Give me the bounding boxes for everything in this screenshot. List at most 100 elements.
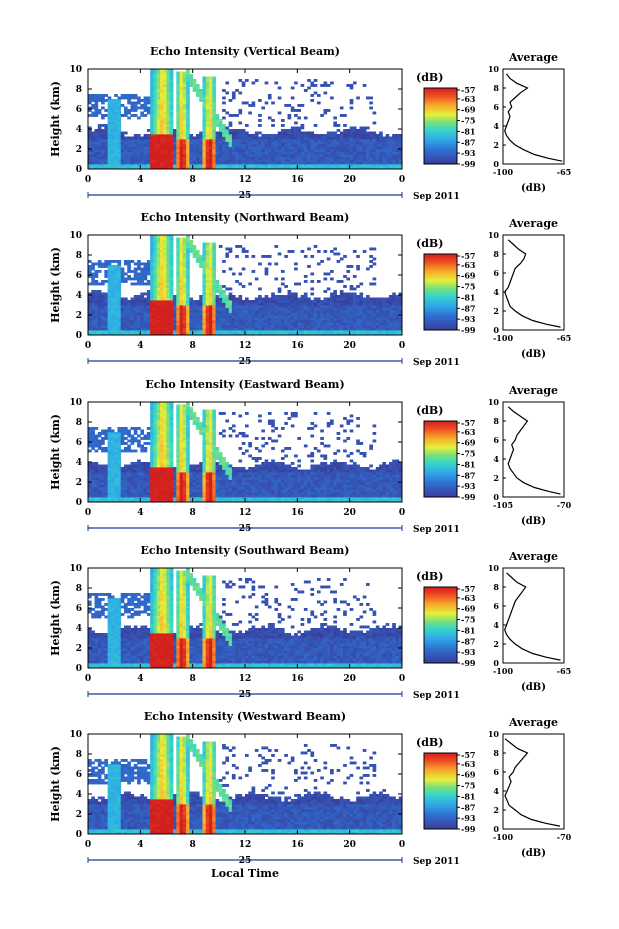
heatmap-cell — [169, 235, 174, 238]
heatmap-cell — [163, 317, 167, 321]
heatmap-cell — [189, 245, 194, 248]
heatmap-cell — [284, 161, 288, 165]
heatmap-cell — [199, 96, 203, 100]
heatmap-cell — [182, 111, 187, 115]
heatmap-cell — [169, 267, 174, 271]
heatmap-cell — [379, 141, 383, 145]
heatmap-cell — [313, 161, 318, 165]
heatmap-cell — [284, 320, 288, 323]
heatmap-cell — [290, 109, 295, 112]
heatmap-cell — [143, 106, 148, 110]
heatmap-cell — [264, 312, 269, 316]
heatmap-cell — [156, 166, 161, 170]
y-axis-label: Height (km) — [49, 81, 62, 157]
heatmap-cell — [146, 312, 151, 316]
heatmap-cell — [231, 164, 236, 167]
heatmap-cell — [173, 317, 177, 321]
heatmap-cell — [231, 322, 236, 326]
heatmap-cell — [104, 151, 109, 155]
heatmap-cell — [130, 469, 135, 473]
heatmap-cell — [104, 479, 109, 483]
heatmap-cell — [254, 322, 259, 326]
heatmap-cell — [320, 146, 324, 150]
heatmap-cell — [176, 124, 180, 127]
heatmap-cell — [146, 322, 151, 326]
heatmap-cell — [107, 270, 112, 273]
heatmap-cell — [235, 297, 239, 301]
heatmap-cell — [274, 305, 279, 308]
heatmap-cell — [362, 134, 367, 137]
heatmap-cell — [130, 499, 135, 503]
heatmap-cell — [186, 262, 190, 266]
heatmap-cell — [107, 437, 112, 440]
heatmap-cell — [375, 164, 380, 167]
heatmap-cell — [310, 141, 315, 145]
heatmap-cell — [218, 156, 223, 160]
heatmap-cell — [94, 477, 99, 480]
heatmap-cell — [228, 136, 233, 140]
heatmap-cell — [114, 121, 118, 125]
heatmap-cell — [101, 96, 105, 100]
heatmap-cell — [339, 144, 344, 147]
heatmap-cell — [241, 305, 246, 308]
heatmap-cell — [104, 325, 109, 328]
heatmap-cell — [159, 151, 164, 155]
heatmap-cell — [392, 166, 396, 170]
heatmap-cell — [212, 156, 216, 160]
heatmap-cell — [127, 267, 131, 271]
heatmap-cell — [156, 76, 161, 80]
heatmap-cell — [356, 285, 360, 288]
heatmap-cell — [117, 297, 122, 301]
profile-line — [504, 73, 563, 162]
heatmap-cell — [137, 464, 141, 468]
heatmap-cell — [294, 297, 298, 301]
heatmap-cell — [120, 322, 125, 326]
heatmap-cell — [146, 497, 151, 500]
heatmap-cell — [159, 79, 164, 82]
heatmap-cell — [166, 247, 171, 251]
heatmap-cell — [375, 312, 380, 316]
heatmap-cell — [176, 317, 180, 321]
heatmap-cell — [284, 156, 288, 160]
heatmap-cell — [182, 104, 187, 107]
heatmap-cell — [137, 327, 141, 331]
heatmap-cell — [339, 317, 344, 321]
heatmap-cell — [101, 489, 105, 493]
heatmap-cell — [343, 114, 347, 117]
heatmap-cell — [222, 295, 226, 298]
heatmap-cell — [117, 432, 122, 435]
heatmap-cell — [114, 447, 118, 450]
heatmap-cell — [88, 429, 92, 433]
heatmap-cell — [316, 330, 321, 333]
heatmap-cell — [238, 164, 243, 167]
heatmap-cell — [205, 315, 210, 318]
heatmap-cell — [189, 320, 194, 323]
heatmap-cell — [300, 136, 305, 140]
heatmap-cell — [392, 330, 396, 333]
colorbar-tick-label: -87 — [461, 303, 475, 313]
heatmap-cell — [182, 99, 187, 102]
heatmap-cell — [290, 320, 295, 323]
heatmap-cell — [159, 267, 164, 271]
heatmap-cell — [267, 330, 272, 333]
heatmap-cell — [343, 305, 347, 308]
heatmap-cell — [91, 442, 95, 445]
heatmap-cell — [186, 74, 190, 77]
heatmap-cell — [316, 332, 321, 336]
heatmap-cell — [107, 295, 112, 298]
heatmap-cell — [127, 146, 131, 150]
heatmap-cell — [189, 300, 194, 303]
heatmap-cell — [110, 124, 115, 127]
heatmap-cell — [235, 159, 239, 162]
heatmap-cell — [339, 297, 344, 301]
heatmap-cell — [130, 300, 135, 303]
heatmap-cell — [205, 312, 210, 316]
heatmap-cell — [195, 84, 200, 87]
heatmap-cell — [133, 310, 138, 313]
heatmap-cell — [127, 260, 131, 263]
heatmap-cell — [150, 325, 154, 328]
heatmap-cell — [202, 76, 207, 80]
heatmap-cell — [133, 109, 138, 112]
heatmap-cell — [127, 310, 131, 313]
heatmap-cell — [143, 489, 148, 493]
